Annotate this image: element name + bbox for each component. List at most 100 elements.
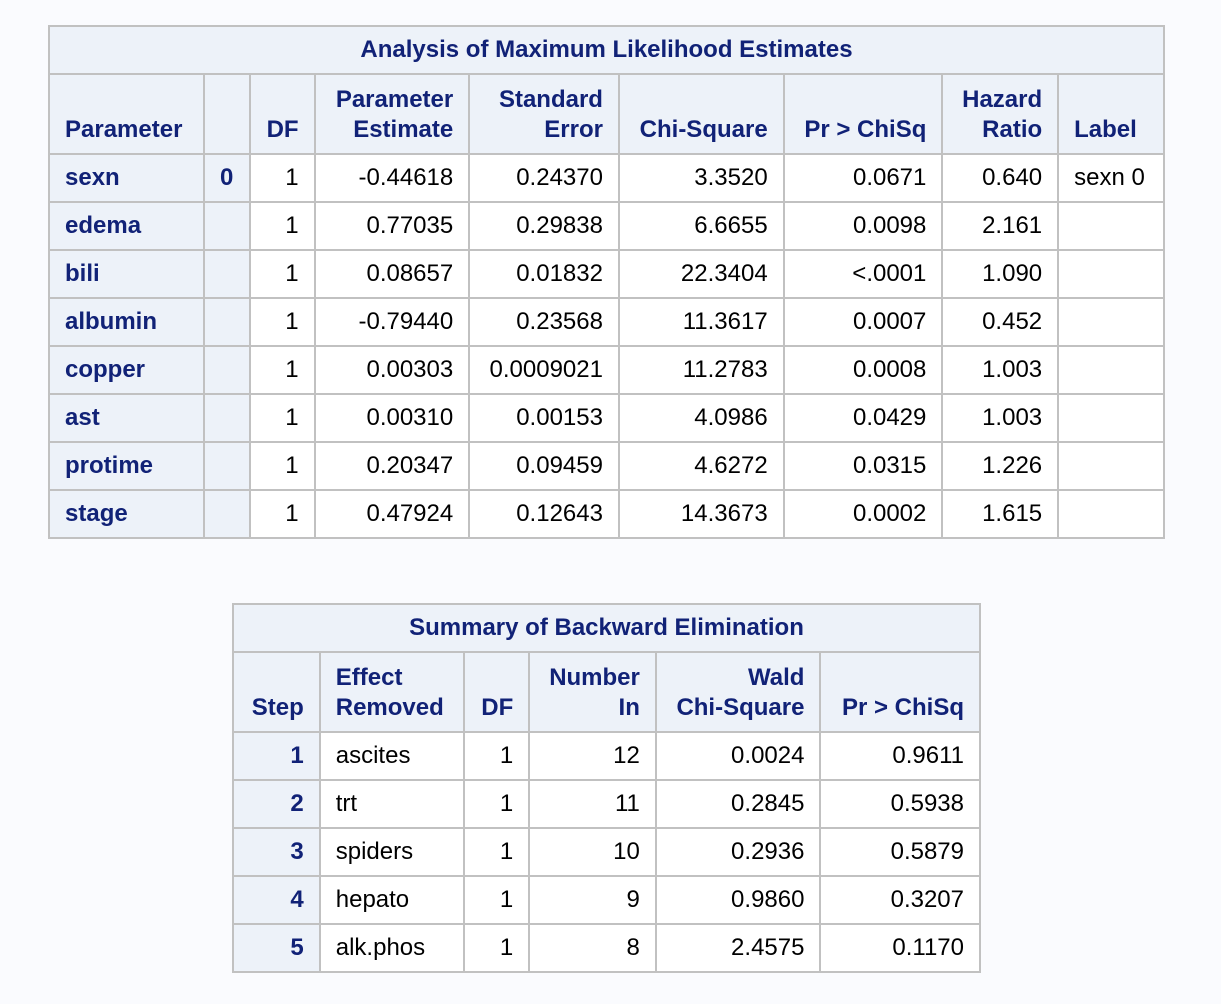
chisq-value: 14.3673 (617, 489, 785, 539)
hazard-ratio-value: 0.640 (941, 153, 1060, 203)
table-row: 5 alk.phos 1 8 2.4575 0.1170 (232, 923, 981, 973)
stderr-value: 0.29838 (468, 201, 620, 251)
mle-table-title: Analysis of Maximum Likelihood Estimates (48, 25, 1165, 75)
stderr-value: 0.09459 (468, 441, 620, 491)
parameter-name: copper (48, 345, 205, 395)
hazard-ratio-value: 2.161 (941, 201, 1060, 251)
effect-removed: ascites (318, 731, 466, 781)
chisq-value: 6.6655 (617, 201, 785, 251)
pvalue-value: 0.9611 (819, 731, 981, 781)
pvalue-value: 0.1170 (819, 923, 981, 973)
chisq-value: 4.0986 (617, 393, 785, 443)
estimate-value: -0.44618 (313, 153, 471, 203)
wald-chisq-value: 2.4575 (654, 923, 822, 973)
pvalue-value: 0.0429 (782, 393, 944, 443)
parameter-name: edema (48, 201, 205, 251)
pvalue-value: 0.5938 (819, 779, 981, 829)
df-value: 1 (248, 297, 316, 347)
backward-elimination-table: Summary of Backward Elimination Step Eff… (232, 603, 981, 973)
label-value (1057, 345, 1165, 395)
class-level (202, 345, 251, 395)
step-number: 2 (232, 779, 321, 829)
df-value: 1 (248, 345, 316, 395)
pvalue-value: 0.0098 (782, 201, 944, 251)
df-value: 1 (463, 731, 531, 781)
col-header-number-in: Number In (528, 651, 657, 733)
estimate-value: 0.47924 (313, 489, 471, 539)
hazard-ratio-value: 1.226 (941, 441, 1060, 491)
effect-removed: spiders (318, 827, 466, 877)
col-header-effect-removed: Effect Removed (318, 651, 466, 733)
pvalue-value: <.0001 (782, 249, 944, 299)
step-number: 4 (232, 875, 321, 925)
pvalue-value: 0.0671 (782, 153, 944, 203)
class-level: 0 (202, 153, 251, 203)
col-header-chisq: Chi-Square (617, 73, 785, 155)
chisq-value: 3.3520 (617, 153, 785, 203)
number-in-value: 10 (528, 827, 657, 877)
col-header-df: DF (463, 651, 531, 733)
hazard-ratio-value: 0.452 (941, 297, 1060, 347)
hazard-ratio-value: 1.003 (941, 393, 1060, 443)
df-value: 1 (463, 779, 531, 829)
table-row: edema 1 0.77035 0.29838 6.6655 0.0098 2.161 (48, 201, 1165, 251)
step-number: 3 (232, 827, 321, 877)
col-header-wald-chisq: Wald Chi-Square (654, 651, 822, 733)
stderr-value: 0.23568 (468, 297, 620, 347)
table-row: sexn 0 1 -0.44618 0.24370 3.3520 0.0671 0.640 se… (48, 153, 1165, 203)
table-row: copper 1 0.00303 0.0009021 11.2783 0.0008 1.00… (48, 345, 1165, 395)
wald-chisq-value: 0.0024 (654, 731, 822, 781)
chisq-value: 22.3404 (617, 249, 785, 299)
wald-chisq-value: 0.9860 (654, 875, 822, 925)
label-value: sexn 0 (1057, 153, 1165, 203)
number-in-value: 8 (528, 923, 657, 973)
estimate-value: 0.20347 (313, 441, 471, 491)
df-value: 1 (248, 441, 316, 491)
stderr-value: 0.00153 (468, 393, 620, 443)
table-row: albumin 1 -0.79440 0.23568 11.3617 0.0007 0.45… (48, 297, 1165, 347)
stderr-value: 0.24370 (468, 153, 620, 203)
df-value: 1 (248, 201, 316, 251)
effect-removed: hepato (318, 875, 466, 925)
parameter-name: albumin (48, 297, 205, 347)
col-header-level (202, 73, 251, 155)
table-row: ast 1 0.00310 0.00153 4.0986 0.0429 1.003 (48, 393, 1165, 443)
parameter-name: ast (48, 393, 205, 443)
pvalue-value: 0.5879 (819, 827, 981, 877)
table-row: 3 spiders 1 10 0.2936 0.5879 (232, 827, 981, 877)
hazard-ratio-value: 1.003 (941, 345, 1060, 395)
class-level (202, 297, 251, 347)
df-value: 1 (463, 875, 531, 925)
parameter-name: sexn (48, 153, 205, 203)
chisq-value: 4.6272 (617, 441, 785, 491)
estimate-value: 0.00310 (313, 393, 471, 443)
mle-estimates-table: Analysis of Maximum Likelihood Estimates… (48, 25, 1165, 539)
chisq-value: 11.3617 (617, 297, 785, 347)
label-value (1057, 297, 1165, 347)
label-value (1057, 489, 1165, 539)
table-row: 4 hepato 1 9 0.9860 0.3207 (232, 875, 981, 925)
label-value (1057, 201, 1165, 251)
pvalue-value: 0.0002 (782, 489, 944, 539)
number-in-value: 9 (528, 875, 657, 925)
df-value: 1 (248, 489, 316, 539)
df-value: 1 (463, 827, 531, 877)
col-header-hazard-ratio: Hazard Ratio (941, 73, 1060, 155)
stderr-value: 0.0009021 (468, 345, 620, 395)
df-value: 1 (248, 153, 316, 203)
backward-table-title: Summary of Backward Elimination (232, 603, 981, 653)
table-row: protime 1 0.20347 0.09459 4.6272 0.0315 1.226 (48, 441, 1165, 491)
df-value: 1 (248, 393, 316, 443)
hazard-ratio-value: 1.615 (941, 489, 1060, 539)
table-row: bili 1 0.08657 0.01832 22.3404 <.0001 1.090 (48, 249, 1165, 299)
step-number: 1 (232, 731, 321, 781)
col-header-parameter: Parameter (48, 73, 205, 155)
col-header-estimate: Parameter Estimate (313, 73, 471, 155)
class-level (202, 441, 251, 491)
parameter-name: protime (48, 441, 205, 491)
df-value: 1 (248, 249, 316, 299)
col-header-pvalue: Pr > ChiSq (819, 651, 981, 733)
pvalue-value: 0.0008 (782, 345, 944, 395)
label-value (1057, 441, 1165, 491)
label-value (1057, 249, 1165, 299)
